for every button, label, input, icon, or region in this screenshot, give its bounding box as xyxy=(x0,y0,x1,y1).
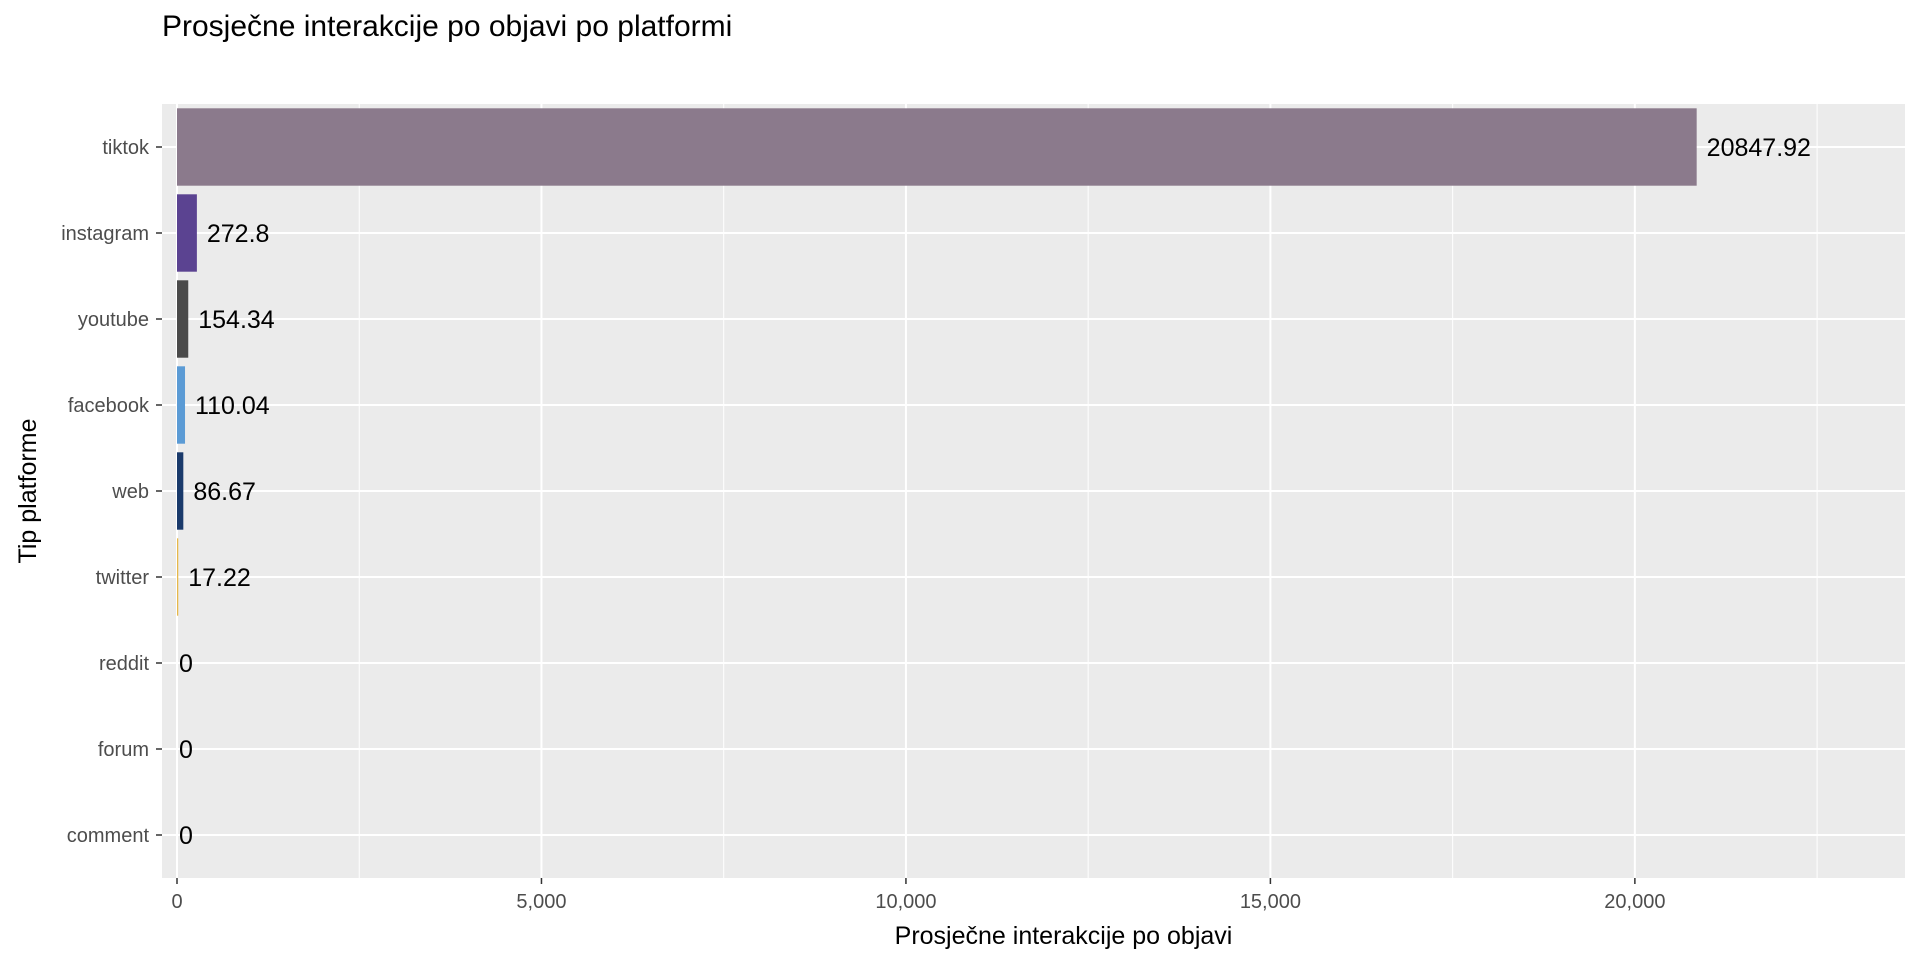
x-tick-label: 5,000 xyxy=(516,891,566,913)
data-label-facebook: 110.04 xyxy=(195,392,270,420)
y-tick-label: facebook xyxy=(68,395,150,417)
data-label-tiktok: 20847.92 xyxy=(1707,134,1811,162)
bars xyxy=(177,108,1697,616)
data-label-twitter: 17.22 xyxy=(188,564,251,592)
axes: 0 5,000 10,000 15,000 20,000 tiktok instagram y… xyxy=(61,137,1665,913)
x-tick-label: 0 xyxy=(171,891,182,913)
bar-facebook xyxy=(177,366,186,444)
x-axis-title: Prosječne interakcije po objavi xyxy=(895,922,1233,950)
data-labels: 20847.92 272.8 154.34 110.04 86.67 17.22 0 0 0 xyxy=(179,134,1811,850)
y-tick-label: web xyxy=(111,481,149,503)
y-tick-label: reddit xyxy=(99,653,149,675)
bar-web xyxy=(177,452,184,530)
data-label-reddit: 0 xyxy=(179,650,193,678)
data-label-comment: 0 xyxy=(179,822,193,850)
x-tick-label: 10,000 xyxy=(875,891,936,913)
data-label-forum: 0 xyxy=(179,736,193,764)
x-tick-label: 15,000 xyxy=(1240,891,1301,913)
bar-twitter xyxy=(177,538,179,616)
bar-instagram xyxy=(177,194,197,272)
y-tick-label: twitter xyxy=(96,567,150,589)
chart-title: Prosječne interakcije po objavi po platf… xyxy=(162,10,733,43)
data-label-youtube: 154.34 xyxy=(198,306,275,334)
y-tick-label: comment xyxy=(67,825,150,847)
bar-tiktok xyxy=(177,108,1697,186)
y-tick-label: youtube xyxy=(78,309,149,331)
x-tick-label: 20,000 xyxy=(1604,891,1665,913)
bar-youtube xyxy=(177,280,189,358)
y-tick-label: instagram xyxy=(61,223,149,245)
data-label-web: 86.67 xyxy=(193,478,256,506)
y-axis-title: Tip platforme xyxy=(14,419,42,564)
y-tick-label: forum xyxy=(98,739,149,761)
data-label-instagram: 272.8 xyxy=(207,220,270,248)
y-tick-label: tiktok xyxy=(102,137,150,159)
